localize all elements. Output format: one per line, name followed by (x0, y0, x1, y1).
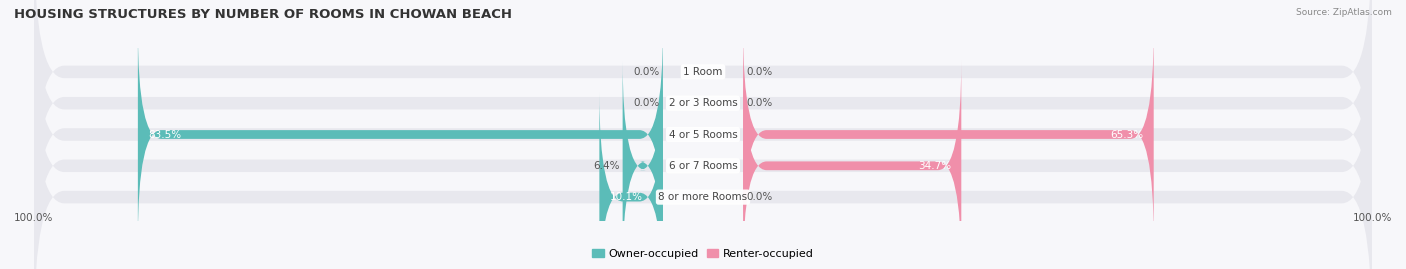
Text: 8 or more Rooms: 8 or more Rooms (658, 192, 748, 202)
Text: 0.0%: 0.0% (747, 98, 773, 108)
FancyBboxPatch shape (34, 0, 1372, 269)
Text: 65.3%: 65.3% (1111, 129, 1143, 140)
Text: Source: ZipAtlas.com: Source: ZipAtlas.com (1296, 8, 1392, 17)
FancyBboxPatch shape (34, 31, 1372, 269)
FancyBboxPatch shape (623, 61, 662, 269)
Text: 100.0%: 100.0% (14, 213, 53, 223)
Text: 6.4%: 6.4% (593, 161, 619, 171)
Text: 10.1%: 10.1% (609, 192, 643, 202)
Text: HOUSING STRUCTURES BY NUMBER OF ROOMS IN CHOWAN BEACH: HOUSING STRUCTURES BY NUMBER OF ROOMS IN… (14, 8, 512, 21)
Text: 6 or 7 Rooms: 6 or 7 Rooms (669, 161, 737, 171)
Text: 0.0%: 0.0% (747, 67, 773, 77)
Text: 2 or 3 Rooms: 2 or 3 Rooms (669, 98, 737, 108)
FancyBboxPatch shape (34, 0, 1372, 238)
FancyBboxPatch shape (138, 29, 662, 240)
Legend: Owner-occupied, Renter-occupied: Owner-occupied, Renter-occupied (588, 244, 818, 263)
Text: 0.0%: 0.0% (747, 192, 773, 202)
FancyBboxPatch shape (744, 61, 962, 269)
Text: 83.5%: 83.5% (148, 129, 181, 140)
Text: 100.0%: 100.0% (1353, 213, 1392, 223)
Text: 34.7%: 34.7% (918, 161, 952, 171)
Text: 0.0%: 0.0% (633, 67, 659, 77)
Text: 4 or 5 Rooms: 4 or 5 Rooms (669, 129, 737, 140)
FancyBboxPatch shape (34, 0, 1372, 207)
FancyBboxPatch shape (34, 62, 1372, 269)
Text: 0.0%: 0.0% (633, 98, 659, 108)
FancyBboxPatch shape (744, 29, 1154, 240)
FancyBboxPatch shape (599, 92, 662, 269)
Text: 1 Room: 1 Room (683, 67, 723, 77)
